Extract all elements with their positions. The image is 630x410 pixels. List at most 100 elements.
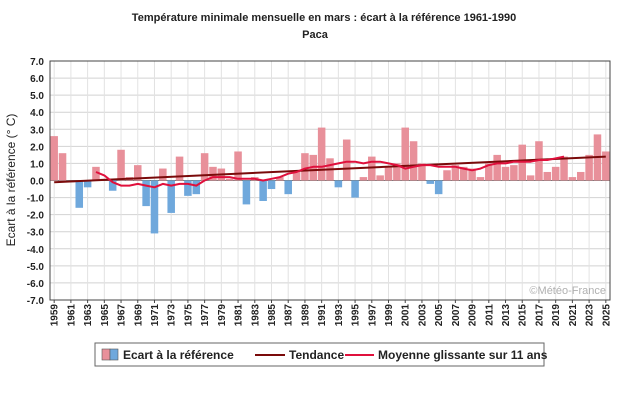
- x-tick-label: 2021: [568, 304, 579, 327]
- x-tick-label: 1975: [183, 304, 194, 327]
- bar-2012: [493, 154, 501, 181]
- x-tick-label: 1989: [300, 304, 311, 327]
- x-tick-label: 1977: [200, 304, 211, 327]
- x-tick-label: 2007: [451, 304, 462, 327]
- x-tick-label: 1999: [384, 304, 395, 327]
- bar-2007: [451, 165, 460, 181]
- legend-label-tendance: Tendance: [289, 348, 344, 362]
- watermark: ©Météo-France: [529, 285, 606, 297]
- x-tick-label: 1959: [50, 304, 61, 327]
- bar-1991: [317, 127, 326, 181]
- bar-1981: [234, 151, 242, 181]
- x-tick-label: 1991: [317, 304, 328, 327]
- bar-1978: [209, 166, 217, 181]
- plot-frame: [49, 60, 611, 301]
- legend-label-moyenne: Moyenne glissante sur 11 ans: [378, 348, 548, 362]
- bar-1972: [159, 168, 167, 181]
- bar-1987: [284, 180, 292, 195]
- y-tick-label: 6.0: [30, 74, 44, 85]
- legend-swatch-negative: [109, 348, 119, 361]
- bar-1959: [50, 136, 58, 181]
- x-tick-label: 2017: [535, 304, 546, 327]
- moving-average-line: [95, 155, 565, 189]
- y-tick-label: -1.0: [27, 194, 45, 205]
- y-tick-label: 7.0: [30, 57, 44, 68]
- bar-1980: [225, 178, 234, 181]
- bar-1994: [342, 139, 351, 181]
- bar-1999: [384, 166, 393, 181]
- bar-1986: [276, 177, 284, 181]
- x-tick-label: 1997: [367, 304, 378, 327]
- bar-1963: [83, 180, 92, 188]
- y-tick-label: 1.0: [30, 159, 44, 170]
- legend-swatch-positive: [101, 348, 111, 361]
- x-tick-label: 2011: [484, 304, 495, 326]
- bar-1964: [92, 166, 100, 181]
- x-tick-label: 2023: [585, 304, 596, 327]
- x-tick-label: 2005: [434, 304, 445, 327]
- x-tick-label: 1987: [284, 304, 295, 327]
- bar-2025: [602, 151, 610, 181]
- bar-1966: [108, 180, 117, 191]
- bar-1989: [301, 153, 309, 181]
- legend-box: [94, 342, 545, 367]
- bar-1973: [167, 180, 175, 213]
- bar-2005: [434, 180, 443, 195]
- x-tick-label: 2009: [468, 304, 479, 327]
- bar-2023: [585, 154, 593, 181]
- bar-1982: [242, 180, 251, 205]
- bar-1997: [368, 156, 376, 181]
- x-tick-label: 1971: [150, 304, 161, 327]
- bar-1967: [117, 149, 125, 181]
- bar-2000: [393, 163, 401, 181]
- bar-1974: [175, 156, 184, 181]
- bar-1969: [134, 165, 142, 181]
- bar-2016: [526, 175, 535, 181]
- y-tick-label: 3.0: [30, 125, 44, 136]
- x-tick-label: 2019: [551, 304, 562, 327]
- bar-2019: [551, 166, 560, 181]
- x-tick-labels: 1959 1961 1963 1965 1967 1969 1971 1973 1975 1977…: [50, 300, 612, 327]
- x-tick-label: 1961: [66, 304, 77, 327]
- bar-2001: [401, 127, 409, 181]
- x-tick-label: 2003: [417, 304, 428, 327]
- bar-1998: [376, 175, 384, 181]
- y-tick-labels: 7.0 6.0 5.0 4.0 3.0 2.0 1.0 0.0 -1.0 -2.0 -3.0 -4.0…: [27, 57, 45, 307]
- x-tick-label: 1981: [234, 304, 245, 327]
- y-tick-label: 5.0: [30, 91, 44, 102]
- bar-1995: [351, 180, 359, 198]
- x-tick-label: 1973: [167, 304, 178, 327]
- y-tick-label: -5.0: [27, 262, 45, 273]
- x-tick-label: 1983: [250, 304, 261, 327]
- bar-1996: [359, 177, 368, 181]
- bar-2009: [468, 168, 476, 181]
- x-tick-label: 2015: [518, 304, 529, 327]
- bar-2013: [501, 166, 510, 181]
- bar-2004: [426, 180, 435, 184]
- bar-2021: [568, 177, 577, 181]
- bar-2020: [560, 156, 568, 181]
- x-tick-label: 1963: [83, 304, 94, 327]
- chart-subtitle: Paca: [302, 29, 329, 41]
- line-layer: [54, 155, 606, 189]
- y-tick-label: 4.0: [30, 108, 44, 119]
- bar-1988: [292, 170, 301, 181]
- x-tick-label: 1965: [100, 304, 111, 327]
- bar-2011: [485, 163, 493, 181]
- bar-1985: [267, 180, 276, 190]
- bar-2018: [543, 171, 552, 181]
- y-tick-label: -6.0: [27, 279, 45, 290]
- bar-2008: [459, 166, 468, 181]
- bar-1970: [142, 180, 150, 207]
- bar-1960: [58, 153, 67, 181]
- x-tick-label: 1995: [351, 304, 362, 327]
- x-tick-label: 1993: [334, 304, 345, 327]
- x-tick-label: 1985: [267, 304, 278, 327]
- y-tick-label: -7.0: [27, 296, 45, 307]
- bar-2010: [476, 177, 485, 181]
- bar-1971: [150, 180, 159, 234]
- legend: Ecart à la référence Tendance Moyenne gl…: [94, 342, 548, 367]
- y-axis-label: Ecart à la référence (° C): [4, 114, 18, 247]
